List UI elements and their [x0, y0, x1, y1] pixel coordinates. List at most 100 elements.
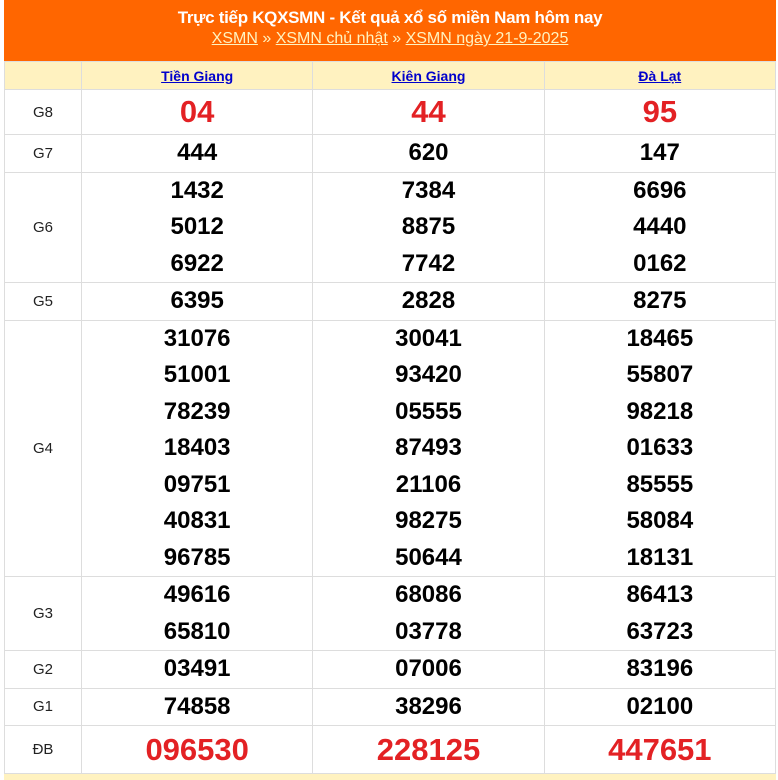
result-number: 98218 [626, 397, 694, 425]
result-cell: 68086 03778 [312, 576, 545, 651]
result-number: 4440 [633, 213, 687, 240]
result-number: 44 [411, 94, 446, 129]
result-cell: 03491 [80, 650, 314, 689]
result-number: 444 [177, 139, 218, 166]
result-number: 01633 [626, 434, 694, 461]
prize-label: G4 [4, 319, 82, 577]
result-cell: 44 [312, 89, 545, 135]
table-footer [4, 774, 776, 780]
prize-row-g6: G6 1432 5012 6922 7384 8875 7742 6696 4440 0162 [4, 171, 777, 283]
result-number: 18403 [163, 434, 231, 461]
prize-label: ĐB [4, 725, 82, 774]
result-number: 7384 [401, 176, 456, 204]
result-number: 02100 [626, 692, 694, 720]
results-table: Tiền Giang Kiên Giang Đà Lạt G8 04 44 95 G7 4… [4, 61, 777, 774]
result-cell: 620 [312, 134, 545, 173]
result-number: 03491 [163, 655, 231, 682]
result-cell: 7384 8875 7742 [312, 171, 545, 283]
prize-label: G2 [4, 650, 82, 689]
breadcrumb-xsmn[interactable]: XSMN [211, 30, 258, 47]
result-number: 87493 [395, 434, 462, 461]
result-number: 147 [639, 139, 680, 166]
result-cell: 6696 4440 0162 [543, 171, 777, 283]
result-cell: 74858 [80, 687, 314, 726]
prize-row-g3: G3 49616 65810 68086 03778 86413 63723 [4, 576, 777, 651]
result-number: 55807 [626, 361, 694, 388]
result-number: 21106 [395, 470, 462, 498]
prize-label: G1 [4, 687, 82, 726]
result-number: 447651 [608, 732, 712, 767]
results-panel: Trực tiếp KQXSMN - Kết quả xổ số miền Na… [4, 0, 777, 780]
result-number: 8275 [633, 287, 687, 314]
result-cell: 444 [80, 134, 314, 173]
prize-row-g8: G8 04 44 95 [4, 89, 777, 135]
province-link-da-lat[interactable]: Đà Lạt [638, 67, 682, 84]
result-cell: 30041 93420 05555 87493 21106 98275 50644 [312, 319, 545, 577]
result-number: 83196 [626, 655, 694, 682]
result-cell: 83196 [543, 650, 777, 689]
result-number: 31076 [163, 324, 231, 352]
result-number: 096530 [145, 732, 249, 767]
result-number: 18465 [626, 324, 694, 352]
prize-row-g5: G5 6395 2828 8275 [4, 282, 777, 321]
province-header: Kiên Giang [312, 61, 545, 90]
prize-row-g1: G1 74858 38296 02100 [4, 687, 777, 726]
prize-label: G6 [4, 171, 82, 283]
result-number: 30041 [395, 324, 462, 352]
province-header: Tiền Giang [80, 61, 314, 90]
prize-row-g2: G2 03491 07006 83196 [4, 650, 777, 689]
result-cell: 49616 65810 [80, 576, 314, 651]
result-number: 620 [408, 139, 449, 166]
result-number: 07006 [395, 655, 462, 682]
result-cell: 447651 [543, 725, 777, 774]
result-number: 09751 [163, 470, 231, 498]
result-cell: 147 [543, 134, 777, 173]
prize-row-g7: G7 444 620 147 [4, 134, 777, 173]
result-number: 0162 [633, 249, 687, 277]
result-cell: 95 [543, 89, 777, 135]
result-number: 18131 [626, 543, 694, 571]
prize-row-đb: ĐB 096530 228125 447651 [4, 725, 777, 774]
breadcrumb-xsmn-date[interactable]: XSMN ngày 21-9-2025 [405, 30, 569, 47]
result-cell: 1432 5012 6922 [80, 171, 314, 283]
result-number: 04 [179, 94, 215, 129]
result-number: 85555 [626, 470, 694, 498]
result-number: 6922 [170, 249, 224, 277]
result-number: 38296 [395, 692, 462, 720]
result-number: 7742 [401, 249, 456, 277]
prize-label: G3 [4, 576, 82, 651]
result-cell: 31076 51001 78239 18403 09751 40831 96785 [80, 319, 314, 577]
result-number: 86413 [626, 581, 694, 608]
result-number: 98275 [395, 507, 462, 534]
result-number: 51001 [163, 361, 231, 388]
result-number: 68086 [395, 581, 462, 608]
result-number: 95 [642, 94, 678, 129]
result-cell: 86413 63723 [543, 576, 777, 651]
result-cell: 07006 [312, 650, 545, 689]
result-number: 63723 [626, 617, 694, 645]
result-number: 93420 [395, 361, 462, 388]
province-header: Đà Lạt [543, 61, 777, 90]
prize-header-cell [4, 61, 82, 90]
result-cell: 2828 [312, 282, 545, 321]
province-link-tien-giang[interactable]: Tiền Giang [161, 67, 234, 84]
result-cell: 228125 [312, 725, 545, 774]
result-number: 65810 [163, 617, 231, 645]
result-cell: 6395 [80, 282, 314, 321]
result-number: 05555 [395, 397, 462, 425]
result-number: 96785 [163, 543, 231, 571]
result-cell: 02100 [543, 687, 777, 726]
result-number: 74858 [163, 692, 231, 720]
province-link-kien-giang[interactable]: Kiên Giang [391, 67, 466, 84]
result-cell: 096530 [80, 725, 314, 774]
result-number: 1432 [170, 176, 224, 204]
result-number: 228125 [376, 732, 481, 767]
result-cell: 8275 [543, 282, 777, 321]
page-title: Trực tiếp KQXSMN - Kết quả xổ số miền Na… [177, 8, 603, 27]
result-number: 78239 [163, 397, 231, 425]
result-number: 6395 [170, 287, 224, 314]
breadcrumb-xsmn-sunday[interactable]: XSMN chủ nhật [275, 30, 388, 47]
result-number: 03778 [395, 617, 462, 645]
result-cell: 38296 [312, 687, 545, 726]
prize-row-g4: G4 31076 51001 78239 18403 09751 40831 96785 300… [4, 319, 777, 577]
